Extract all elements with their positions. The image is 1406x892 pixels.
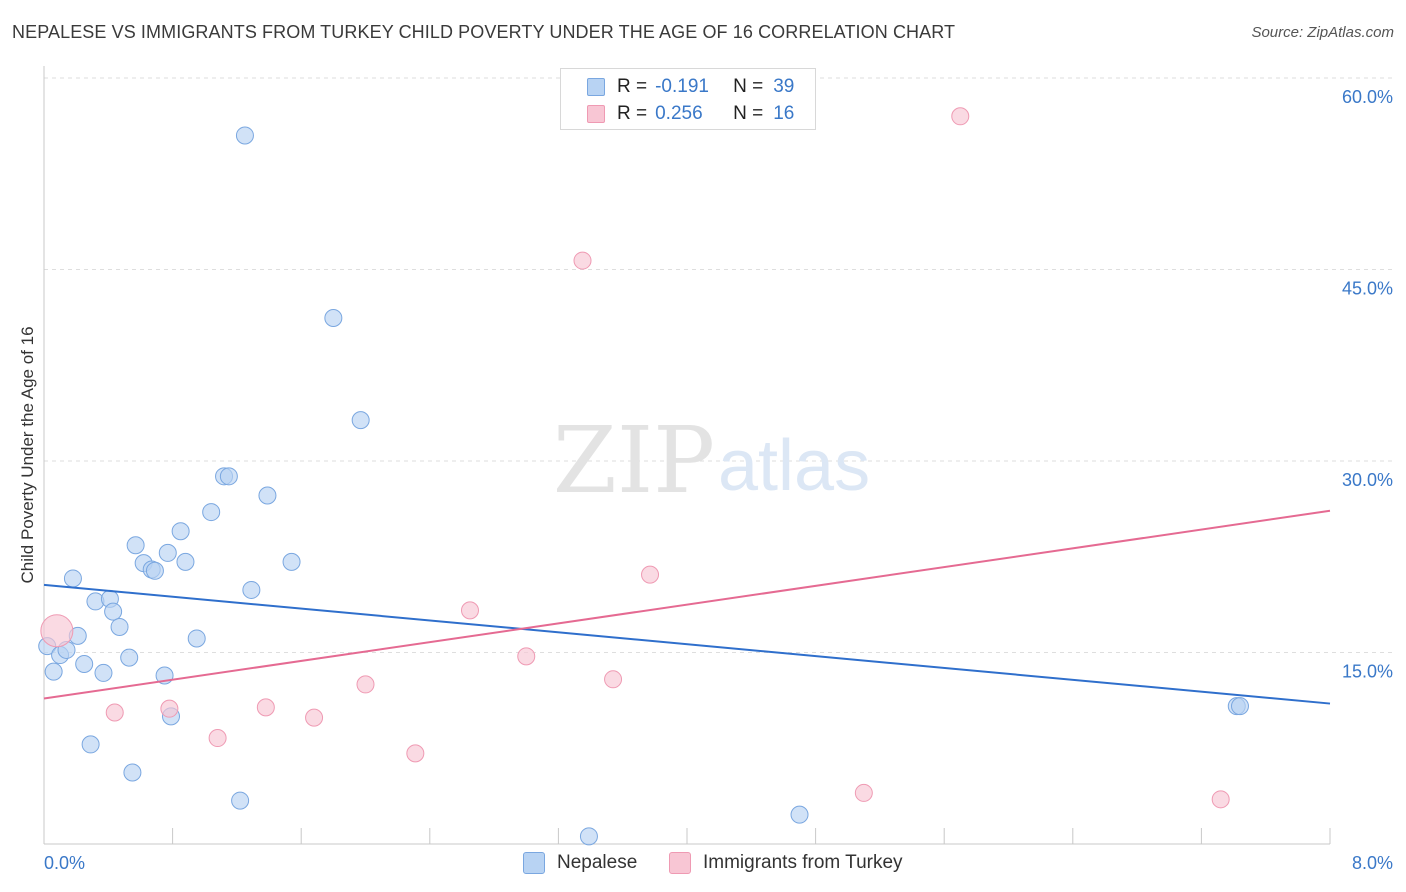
- data-point-turkey: [160, 699, 179, 718]
- data-point-nepalese: [790, 805, 809, 824]
- data-point-nepalese: [75, 654, 94, 673]
- points: [38, 107, 1249, 846]
- legend-swatch-nepalese: [587, 78, 605, 96]
- data-point-nepalese: [104, 602, 123, 621]
- data-point-nepalese: [324, 309, 343, 328]
- data-point-turkey: [854, 783, 873, 802]
- data-point-turkey: [517, 647, 536, 666]
- y-tick-label: 45.0%: [1342, 279, 1393, 299]
- legend-n-label: N =: [733, 103, 764, 124]
- data-point-nepalese: [258, 486, 277, 505]
- data-point-nepalese: [158, 543, 177, 562]
- data-point-nepalese: [171, 522, 190, 541]
- data-point-turkey: [40, 614, 74, 648]
- legend-swatch-turkey: [587, 105, 605, 123]
- trendline-turkey: [43, 509, 1331, 700]
- data-point-nepalese: [282, 552, 301, 571]
- data-point-turkey: [256, 698, 275, 717]
- trendline-nepalese: [43, 583, 1331, 705]
- legend-r-label: R =: [617, 76, 648, 97]
- y-tick-label: 15.0%: [1342, 662, 1393, 682]
- legend-row-turkey: R = 0.256 N = 16: [587, 101, 794, 127]
- data-point-nepalese: [123, 763, 142, 782]
- data-point-nepalese: [120, 648, 139, 667]
- legend-label-nepalese: Nepalese: [557, 852, 638, 873]
- chart-title: NEPALESE VS IMMIGRANTS FROM TURKEY CHILD…: [12, 22, 956, 42]
- data-point-nepalese: [110, 617, 129, 636]
- legend-n-value: 39: [773, 76, 795, 97]
- watermark-zip: ZIP: [553, 407, 715, 514]
- legend-r-label: R =: [617, 103, 648, 124]
- legend-n-label: N =: [733, 76, 764, 97]
- data-point-nepalese: [242, 580, 261, 599]
- data-point-nepalese: [63, 569, 82, 588]
- watermark: ZIP atlas: [553, 407, 870, 514]
- legend-item-turkey: Immigrants from Turkey: [669, 852, 903, 874]
- legend-swatch-nepalese: [523, 852, 545, 874]
- data-point-turkey: [604, 670, 623, 689]
- axes: [43, 66, 1331, 845]
- data-point-nepalese: [81, 735, 100, 754]
- data-point-turkey: [573, 251, 592, 270]
- series-legend: Nepalese Immigrants from Turkey: [0, 852, 1406, 878]
- data-point-nepalese: [219, 467, 238, 486]
- data-point-nepalese: [579, 827, 598, 846]
- data-point-turkey: [208, 729, 227, 748]
- source-label: Source: ZipAtlas.com: [1251, 24, 1394, 41]
- legend-label-turkey: Immigrants from Turkey: [703, 852, 903, 873]
- legend-item-nepalese: Nepalese: [523, 852, 637, 874]
- trendlines: [43, 509, 1331, 705]
- data-point-turkey: [406, 744, 425, 763]
- data-point-turkey: [1211, 790, 1230, 809]
- legend-swatch-turkey: [669, 852, 691, 874]
- data-point-turkey: [641, 565, 660, 584]
- legend-r-value: -0.191: [655, 76, 709, 97]
- data-point-nepalese: [235, 126, 254, 145]
- stats-legend: R = -0.191 N = 39 R = 0.256 N = 16: [560, 68, 816, 130]
- gridlines: [44, 77, 1392, 653]
- data-point-nepalese: [176, 552, 195, 571]
- data-point-nepalese: [187, 629, 206, 648]
- data-point-nepalese: [126, 536, 145, 555]
- x-tick-label: 0.0%: [44, 853, 85, 873]
- data-point-turkey: [105, 703, 124, 722]
- data-point-nepalese: [202, 503, 221, 522]
- x-tick-label: 8.0%: [1352, 853, 1393, 873]
- legend-row-nepalese: R = -0.191 N = 39: [587, 74, 794, 100]
- data-point-turkey: [951, 107, 970, 126]
- data-point-turkey: [356, 675, 375, 694]
- data-point-nepalese: [351, 411, 370, 430]
- data-point-nepalese: [231, 791, 250, 810]
- y-tick-label: 60.0%: [1342, 87, 1393, 107]
- data-point-turkey: [460, 601, 479, 620]
- legend-r-value: 0.256: [655, 103, 703, 124]
- watermark-atlas: atlas: [718, 426, 870, 506]
- legend-n-value: 16: [773, 103, 795, 124]
- tick-labels: 15.0% 30.0% 45.0% 60.0% 0.0% 8.0%: [44, 87, 1393, 873]
- y-tick-label: 30.0%: [1342, 470, 1393, 490]
- data-point-nepalese: [44, 662, 63, 681]
- y-axis-label: Child Poverty Under the Age of 16: [18, 326, 37, 584]
- data-point-turkey: [305, 708, 324, 727]
- data-point-nepalese: [145, 561, 164, 580]
- data-point-nepalese: [1230, 697, 1249, 716]
- data-point-nepalese: [94, 663, 113, 682]
